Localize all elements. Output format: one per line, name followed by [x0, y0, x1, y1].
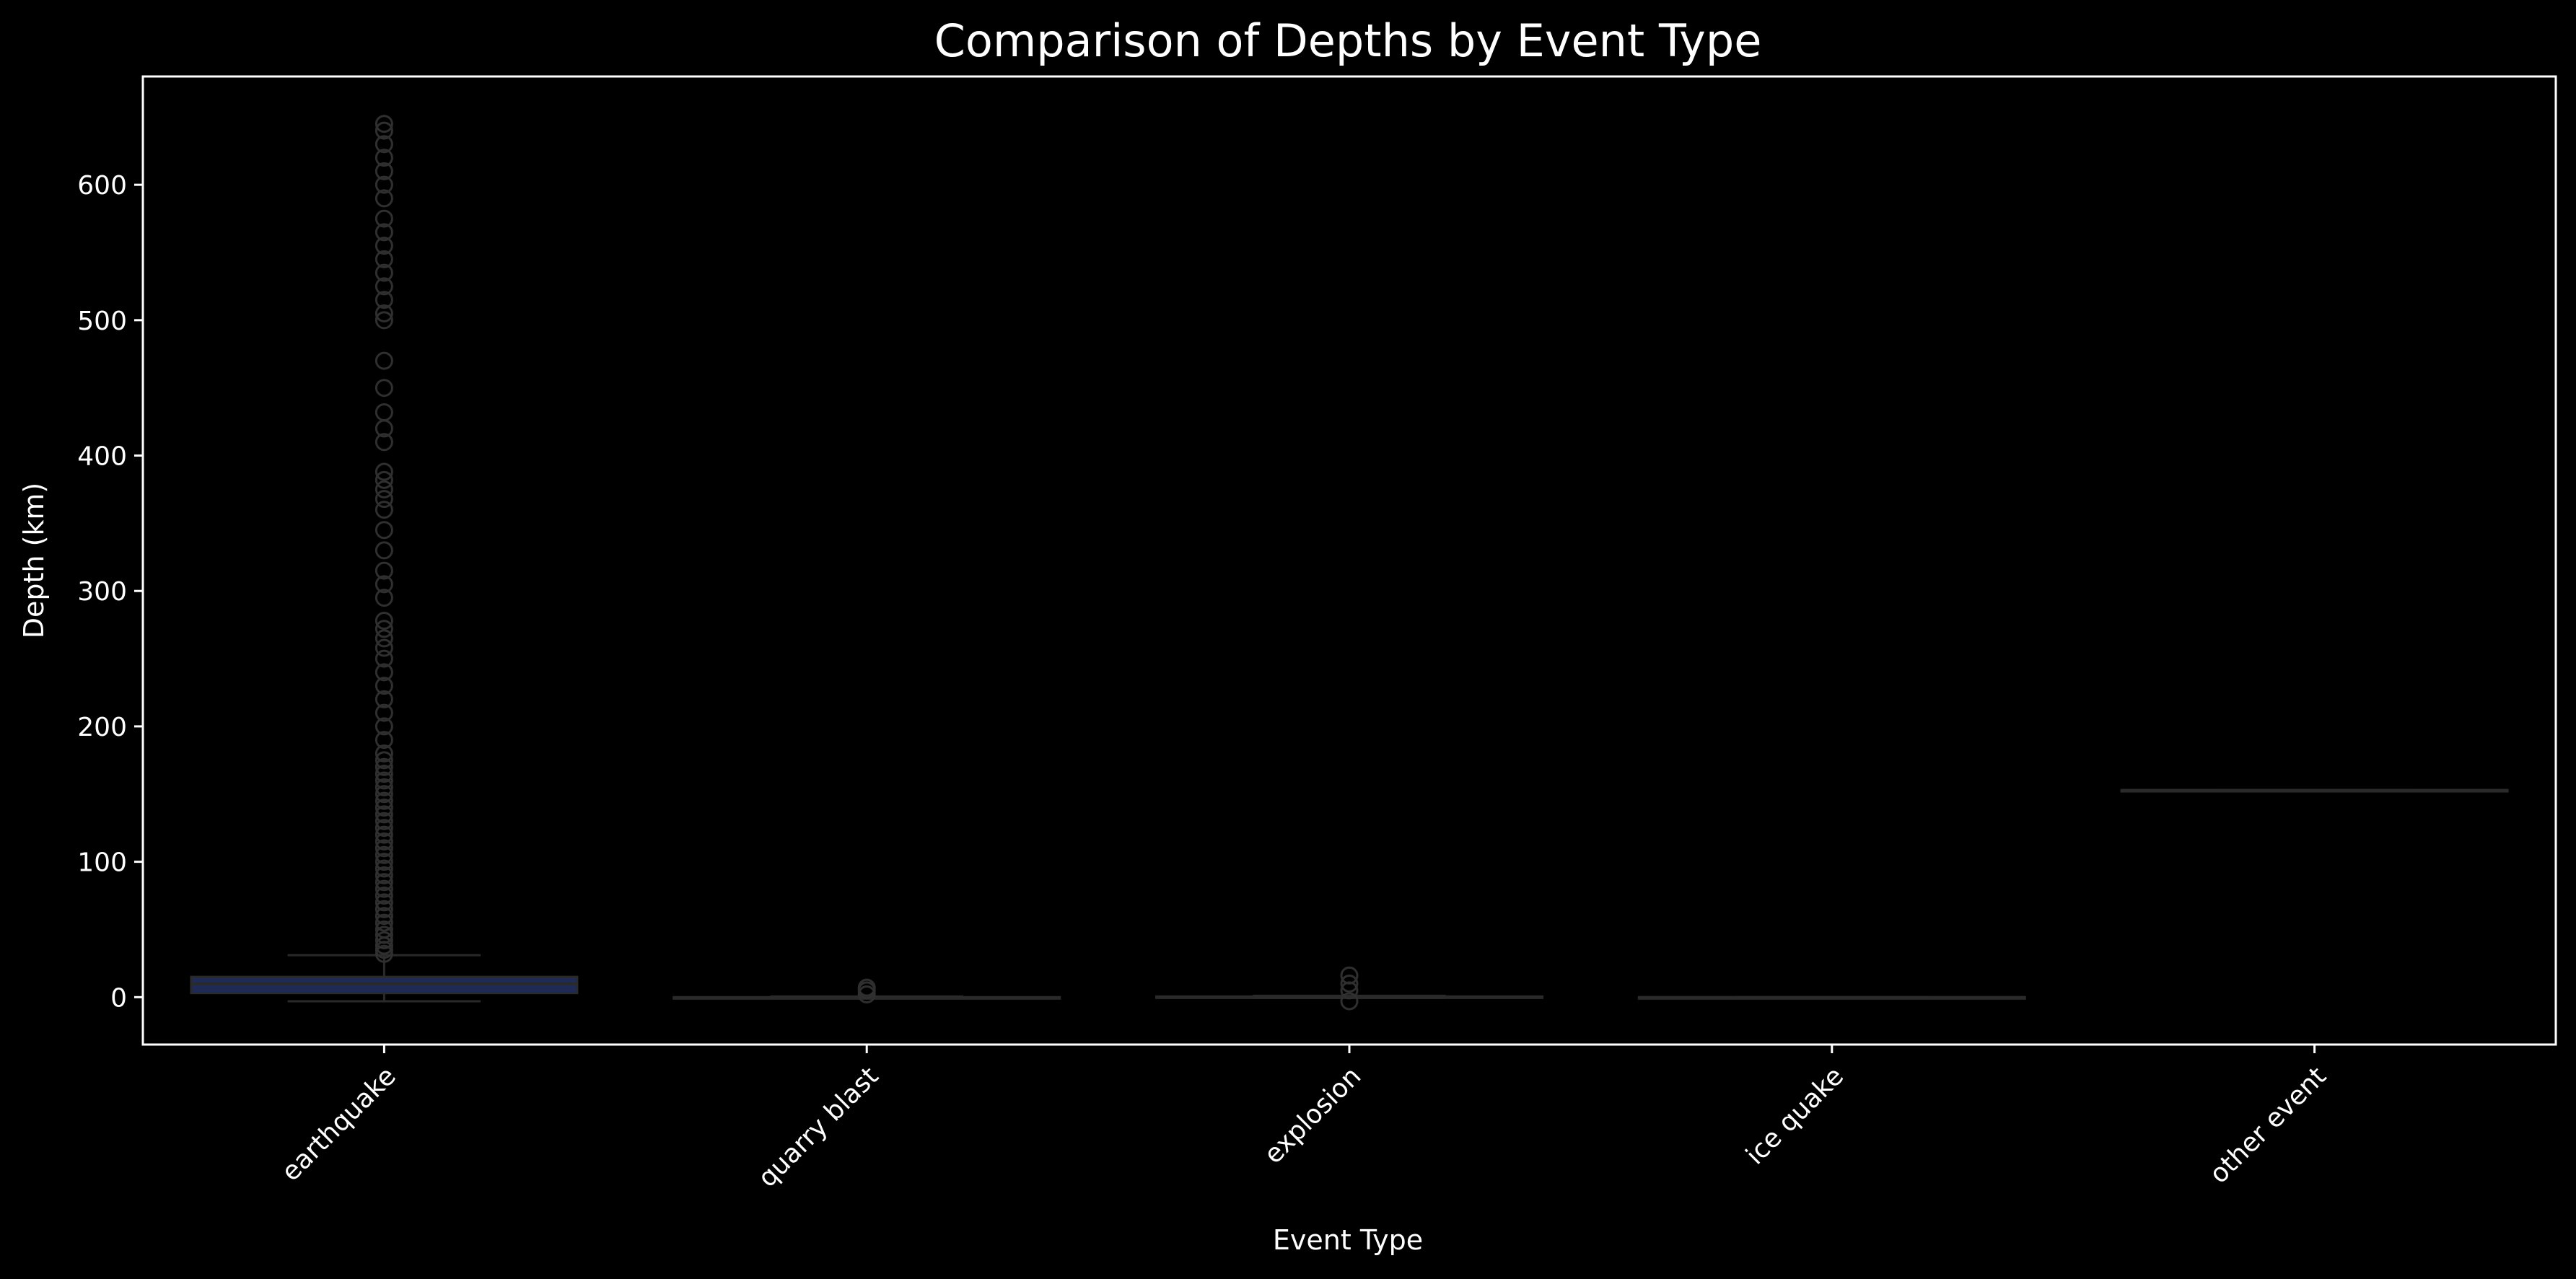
outlier-point — [374, 311, 393, 330]
outlier-point — [374, 304, 393, 322]
outlier-point — [374, 470, 393, 489]
y-tick-label: 600 — [77, 171, 127, 201]
outlier-point — [374, 462, 393, 481]
outlier-point — [374, 501, 393, 519]
plot-area — [190, 115, 2509, 1011]
outlier-point — [374, 751, 393, 770]
box-ice-quake — [1637, 995, 2026, 1000]
outlier-point — [857, 978, 876, 997]
outlier-point — [374, 189, 393, 208]
outlier-point — [374, 115, 393, 133]
outlier-point — [374, 490, 393, 509]
outlier-point — [374, 703, 393, 722]
outlier-point — [374, 791, 393, 810]
outlier-point — [374, 403, 393, 421]
box-explosion — [1155, 966, 1544, 1011]
outlier-point — [374, 480, 393, 498]
outlier-point — [374, 859, 393, 878]
box-quarry-blast — [673, 978, 1061, 1004]
outlier-point — [374, 541, 393, 560]
outlier-point — [374, 845, 393, 864]
outlier-point — [374, 561, 393, 580]
box-earthquake — [190, 115, 579, 1003]
outlier-point — [374, 778, 393, 796]
outlier-point — [374, 771, 393, 790]
outlier-point — [374, 589, 393, 607]
outlier-point — [374, 744, 393, 762]
outlier-point — [374, 799, 393, 817]
outlier-point — [1340, 992, 1359, 1011]
outlier-point — [374, 866, 393, 884]
outlier-point — [374, 135, 393, 154]
outlier-point — [374, 690, 393, 708]
outlier-point — [374, 926, 393, 944]
outlier-point — [374, 121, 393, 140]
outlier-point — [374, 900, 393, 918]
y-tick-label: 0 — [110, 983, 127, 1013]
outlier-point — [374, 521, 393, 540]
outlier-point — [374, 785, 393, 804]
outlier-point — [374, 629, 393, 648]
outlier-point — [374, 620, 393, 638]
y-tick-label: 300 — [77, 577, 127, 607]
outlier-point — [374, 879, 393, 898]
outlier-point — [374, 575, 393, 594]
outlier-point — [374, 351, 393, 370]
outlier-point — [374, 277, 393, 296]
outlier-point — [374, 853, 393, 871]
outlier-point — [374, 717, 393, 736]
outlier-point — [374, 162, 393, 180]
outlier-point — [374, 832, 393, 851]
outlier-point — [374, 893, 393, 912]
outlier-point — [374, 757, 393, 776]
outlier-point — [374, 887, 393, 905]
outlier-point — [374, 175, 393, 194]
outlier-point — [374, 433, 393, 452]
y-tick-label: 200 — [77, 713, 127, 742]
outlier-point — [374, 209, 393, 228]
outlier-point — [374, 149, 393, 167]
box-other-event — [2120, 788, 2509, 793]
outlier-point — [374, 291, 393, 309]
outlier-point — [374, 612, 393, 630]
outlier-point — [374, 907, 393, 926]
outlier-point — [374, 839, 393, 858]
outlier-point — [374, 223, 393, 242]
outlier-point — [374, 638, 393, 657]
chart-title: Comparison of Depths by Event Type — [934, 14, 1762, 67]
outlier-point — [374, 663, 393, 682]
y-tick-label: 100 — [77, 848, 127, 878]
outlier-point — [374, 825, 393, 844]
y-tick-label: 500 — [77, 307, 127, 336]
y-tick-label: 400 — [77, 442, 127, 472]
outlier-point — [1340, 966, 1359, 985]
outlier-point — [374, 765, 393, 783]
outlier-point — [374, 731, 393, 750]
outlier-point — [374, 250, 393, 268]
outlier-point — [374, 873, 393, 892]
box-iqr — [190, 975, 579, 995]
outlier-point — [374, 812, 393, 830]
y-axis-label: Depth (km) — [18, 483, 50, 639]
outlier-point — [1340, 975, 1359, 993]
outlier-point — [374, 263, 393, 282]
x-axis-label: Event Type — [1273, 1224, 1423, 1256]
outlier-point — [374, 379, 393, 397]
outlier-point — [374, 819, 393, 838]
outlier-point — [374, 649, 393, 668]
outlier-point — [374, 237, 393, 255]
outlier-point — [374, 913, 393, 932]
outlier-point — [374, 931, 393, 949]
outlier-point — [374, 805, 393, 824]
outlier-point — [374, 920, 393, 939]
outlier-point — [374, 677, 393, 695]
